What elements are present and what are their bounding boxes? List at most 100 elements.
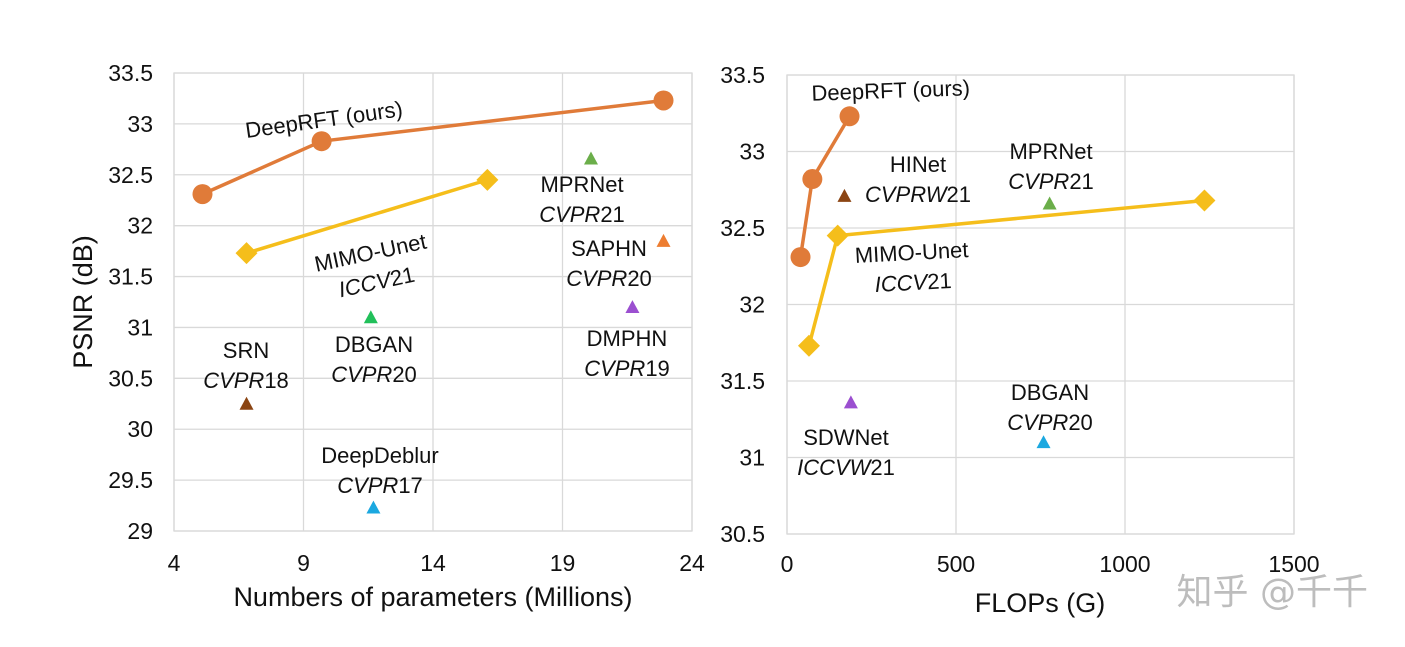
annotation-year: 21 [1069, 169, 1093, 194]
y-tick-label: 33.5 [108, 60, 153, 86]
point-deeprft-ours [192, 184, 213, 205]
point-hinet [837, 188, 852, 202]
point-deeprft-ours [311, 131, 332, 152]
annotation-venue: ICCVW [797, 455, 873, 480]
y-tick-label: 33 [127, 111, 153, 137]
point-mprnet [1042, 196, 1057, 210]
annotation-year: 19 [645, 356, 669, 381]
annotation-venue: CVPR [331, 362, 392, 387]
annotation-year: 20 [627, 266, 651, 291]
annotation-hinet: HINet CVPRW21 [865, 152, 971, 207]
point-deeprft-ours [839, 106, 860, 127]
annotation-deeprft-ours: DeepRFT (ours) [811, 75, 970, 106]
y-tick-label: 32 [739, 292, 765, 318]
annotation-saphn: SAPHN CVPR20 [566, 236, 652, 291]
x-tick-label: 1500 [1268, 551, 1319, 577]
annotation-venue: CVPR [539, 202, 600, 227]
x-tick-label: 0 [781, 551, 794, 577]
annotation-year: 17 [398, 473, 422, 498]
annotation-name: DMPHN [587, 326, 668, 351]
y-tick-label: 32.5 [108, 162, 153, 188]
annotation-mimo-unet: MIMO-UnetICCV21 [312, 229, 435, 306]
y-tick-label: 33 [739, 139, 765, 165]
annotation-deepdeblur: DeepDeblur CVPR17 [321, 443, 438, 498]
point-deeprft-ours [790, 247, 811, 268]
x-tick-label: 24 [679, 550, 705, 576]
x-tick-label: 500 [937, 551, 975, 577]
annotation-venue: CVPR [1007, 410, 1068, 435]
annotation-venue: CVPR [337, 473, 398, 498]
watermark: 知乎 @千千 [1177, 572, 1368, 613]
annotation-name: SDWNet [803, 425, 889, 450]
annotation-year: 21 [600, 202, 624, 227]
y-tick-label: 31 [739, 445, 765, 471]
point-deepdeblur [366, 500, 381, 514]
point-dbgan [1036, 435, 1051, 449]
x-tick-label: 4 [168, 550, 181, 576]
plot-frame [173, 72, 693, 532]
point-mimo-unet [797, 334, 820, 357]
point-mimo-unet [476, 168, 499, 191]
y-tick-label: 30.5 [720, 521, 765, 547]
annotation-venue: CVPR [1008, 169, 1069, 194]
annotation-venue: CVPRW [865, 182, 949, 207]
annotation-dmphn: DMPHN CVPR19 [584, 326, 670, 381]
y-tick-label: 32.5 [720, 215, 765, 241]
point-mprnet [583, 151, 598, 165]
annotation-name: DeepRFT (ours) [811, 75, 970, 106]
x-tick-label: 14 [420, 550, 446, 576]
point-dmphn [625, 300, 640, 314]
y-tick-label: 30.5 [108, 365, 153, 391]
annotation-venue: CVPR [584, 356, 645, 381]
annotation-name: MPRNet [1009, 139, 1092, 164]
y-tick-label: 33.5 [720, 62, 765, 88]
annotation-venue: CVPR [203, 368, 264, 393]
annotation-venue: ICCV [336, 266, 395, 302]
annotation-year: 18 [264, 368, 288, 393]
y-tick-label: 32 [127, 213, 153, 239]
y-axis-title: PSNR (dB) [68, 235, 98, 369]
annotation-sdwnet: SDWNet ICCVW21 [797, 425, 895, 480]
annotation-mimo-unet: MIMO-UnetICCV21 [854, 237, 970, 298]
annotation-name: DeepDeblur [321, 443, 438, 468]
chart-flops-vs-psnr: 30.5 31 31.5 32 32.5 33 33.5 0 500 1000 1500 FLOPs … [720, 62, 1319, 618]
series-line-mimo-unet [807, 198, 1205, 347]
annotation-name: DBGAN [1011, 380, 1089, 405]
x-axis-title: Numbers of parameters (Millions) [233, 582, 632, 612]
y-tick-label: 30 [127, 416, 153, 442]
annotation-year: 21 [947, 182, 971, 207]
point-mimo-unet [1193, 189, 1216, 212]
chart-params-vs-psnr: 29 29.5 30 30.5 31 31.5 32 32.5 33 33.5 4 9 14 19 24 Nu… [68, 60, 705, 612]
annotation-venue: ICCV [874, 269, 930, 297]
point-deeprft-ours [802, 169, 823, 190]
x-tick-label: 1000 [1099, 551, 1150, 577]
annotation-year: 21 [870, 455, 894, 480]
annotation-name: HINet [890, 152, 946, 177]
annotation-srn: SRN CVPR18 [203, 338, 289, 393]
annotation-dbgan: DBGAN CVPR20 [331, 332, 417, 387]
point-dbgan [363, 310, 378, 324]
y-tick-label: 31 [127, 314, 153, 340]
x-tick-label: 19 [550, 550, 576, 576]
annotation-name: SRN [223, 338, 269, 363]
series-line-mimo-unet [246, 178, 488, 255]
y-tick-label: 29.5 [108, 467, 153, 493]
x-tick-label: 9 [297, 550, 310, 576]
point-sdwnet [843, 395, 858, 409]
point-deeprft-ours [653, 90, 674, 111]
annotation-name: MPRNet [540, 172, 623, 197]
y-tick-label: 31.5 [720, 368, 765, 394]
plot-frame [786, 74, 1295, 535]
point-mimo-unet [235, 242, 258, 265]
y-tick-label: 29 [127, 518, 153, 544]
annotation-dbgan: DBGAN CVPR20 [1007, 380, 1093, 435]
annotation-name: MIMO-Unet [854, 237, 969, 268]
annotation-year: 20 [1068, 410, 1092, 435]
point-saphn [656, 233, 671, 247]
y-tick-label: 31.5 [108, 264, 153, 290]
annotation-venue: CVPR [566, 266, 627, 291]
point-srn [239, 396, 254, 410]
annotation-mprnet: MPRNet CVPR21 [539, 172, 625, 227]
x-axis-title: FLOPs (G) [975, 588, 1106, 618]
